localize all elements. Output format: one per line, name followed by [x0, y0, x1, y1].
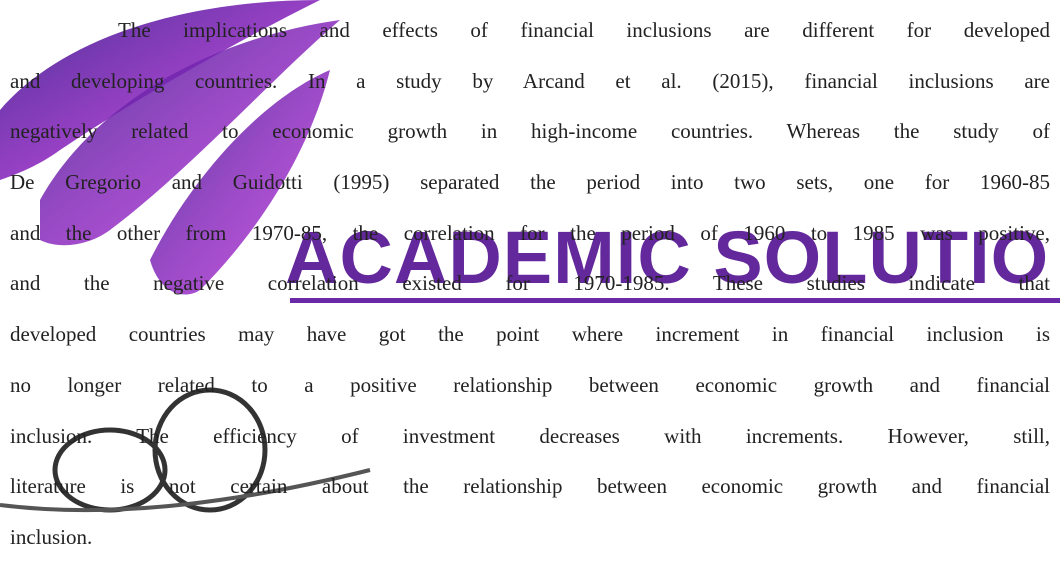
text-line: and developing countries. In a study by … — [10, 56, 1050, 107]
text-line: and the negative correlation existed for… — [10, 258, 1050, 309]
page: ACADEMIC SOLUTIO The implications and ef… — [0, 0, 1060, 552]
text-line: negatively related to economic growth in… — [10, 106, 1050, 157]
text-line: inclusion. — [10, 512, 1050, 563]
text-line: The implications and effects of financia… — [10, 5, 1050, 56]
text-line: literature is not certain about the rela… — [10, 461, 1050, 512]
text-line: De Gregorio and Guidotti (1995) separate… — [10, 157, 1050, 208]
paragraph: The implications and effects of financia… — [10, 5, 1050, 563]
text-line: and the other from 1970-85, the correlat… — [10, 208, 1050, 259]
text-line: inclusion. The efficiency of investment … — [10, 411, 1050, 462]
text-line: no longer related to a positive relation… — [10, 360, 1050, 411]
text-line: developed countries may have got the poi… — [10, 309, 1050, 360]
